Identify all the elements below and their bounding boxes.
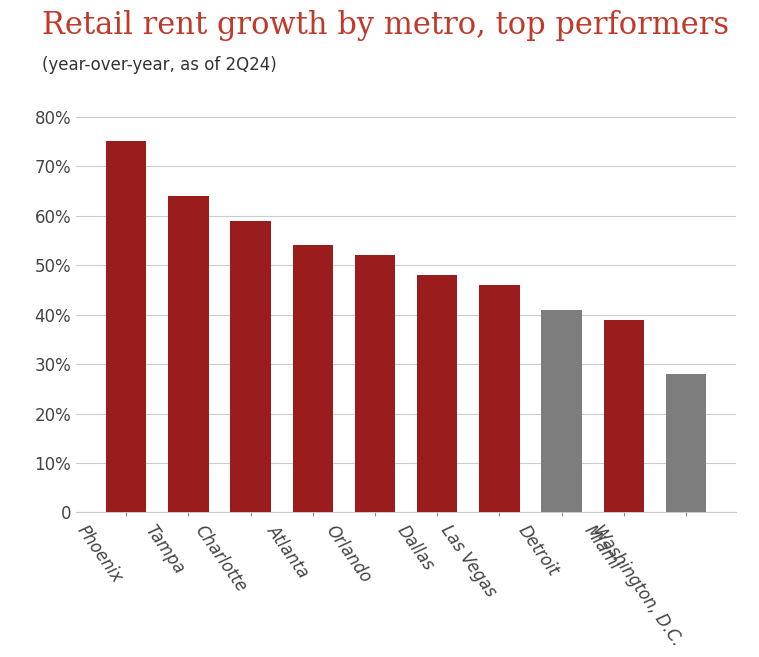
Text: Retail rent growth by metro, top performers: Retail rent growth by metro, top perform… [42, 10, 729, 41]
Bar [417, 275, 458, 512]
Bar [106, 141, 146, 512]
Bar [354, 255, 395, 512]
Bar [230, 221, 271, 512]
Bar [666, 374, 706, 512]
Bar [168, 196, 209, 512]
Bar [541, 309, 582, 512]
Bar [479, 285, 520, 512]
Bar [603, 319, 644, 512]
Bar [292, 245, 333, 512]
Text: (year-over-year, as of 2Q24): (year-over-year, as of 2Q24) [42, 56, 276, 74]
